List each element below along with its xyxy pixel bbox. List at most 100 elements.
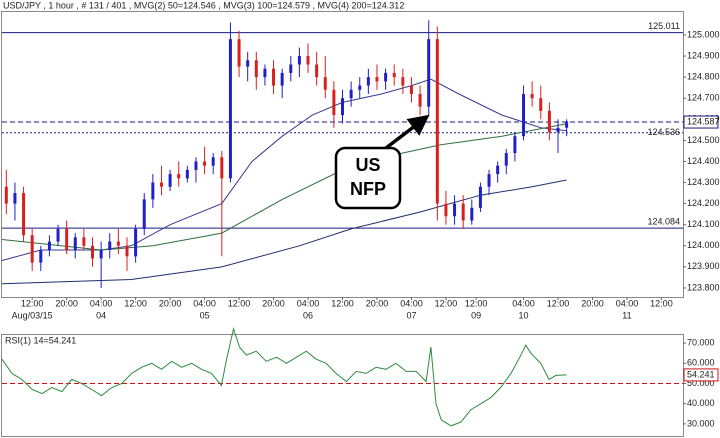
candle-body — [341, 98, 344, 116]
y-tick-label: 124.000 — [687, 240, 720, 250]
candle-body — [539, 98, 543, 111]
date-label: 07 — [406, 310, 416, 320]
date-label: 10 — [519, 310, 529, 320]
candle-body — [73, 237, 77, 250]
y-tick-label: 60.000 — [687, 358, 715, 368]
annotation-box — [334, 146, 402, 210]
last-value-label: 54.241 — [687, 369, 715, 379]
candle-body — [409, 85, 413, 95]
date-label: 06 — [303, 310, 313, 320]
y-tick-label: 124.400 — [687, 156, 720, 166]
rsi-line — [1, 327, 567, 427]
x-tick-label: 04:00 — [90, 298, 113, 308]
date-label: 11 — [622, 310, 631, 320]
candle-body — [177, 174, 181, 179]
x-tick-label: 12:00 — [465, 298, 488, 308]
last-value-box — [683, 368, 719, 382]
candle-body — [246, 60, 250, 67]
x-tick-label: 20:00 — [366, 298, 389, 308]
y-tick-label: 123.800 — [687, 282, 720, 292]
candle-body — [125, 245, 129, 257]
x-tick-label: 12:00 — [21, 298, 44, 308]
candle-body — [375, 77, 379, 82]
y-tick-label: 123.900 — [687, 261, 720, 271]
annotation: US NFP — [334, 114, 430, 210]
last-price-label: 124.587 — [687, 116, 720, 126]
y-tick-label: 125.000 — [687, 29, 720, 39]
x-tick-label: 20:00 — [581, 298, 604, 308]
annotation-text: US — [355, 155, 380, 175]
candle-body — [99, 249, 103, 259]
x-tick-label: 04:00 — [297, 298, 320, 308]
candle-body — [392, 72, 396, 78]
candle-body — [142, 199, 146, 229]
y-tick-label: 70.000 — [687, 337, 715, 347]
chart-title: USD/JPY , 1 hour , # 131 / 401 , MVG(2) … — [3, 0, 404, 10]
candle-body — [194, 161, 198, 170]
candle-body — [513, 136, 517, 154]
rsi-title: RSI(1) 14=54.241 — [5, 335, 76, 345]
annotation-arrow — [384, 114, 430, 150]
y-tick-label: 124.300 — [687, 177, 720, 187]
candle-body — [228, 39, 232, 179]
candle-body — [39, 249, 43, 263]
candle-body — [108, 241, 112, 250]
candle-body — [358, 85, 362, 90]
candle-body — [366, 77, 370, 86]
candle-body — [435, 39, 439, 204]
candle-body — [556, 127, 560, 132]
x-tick-label: 04:00 — [400, 298, 423, 308]
last-price-box — [683, 115, 719, 129]
candle-body — [4, 186, 8, 204]
candle-body — [47, 241, 51, 250]
candle-body — [306, 56, 310, 65]
candle-body — [487, 174, 491, 187]
candle-body — [478, 186, 482, 208]
y-tick-label: 30.000 — [687, 418, 715, 428]
y-tick-label: 50.000 — [687, 378, 715, 388]
candle-body — [418, 94, 422, 107]
x-tick-label: 04:00 — [512, 298, 535, 308]
x-tick-label: 04:00 — [616, 298, 639, 308]
candle-body — [496, 165, 500, 175]
candle-body — [401, 77, 405, 86]
level-label: 124.084 — [647, 216, 680, 226]
candle-body — [332, 89, 336, 116]
candle-body — [82, 237, 86, 246]
rsi-frame — [1, 334, 684, 437]
y-tick-label: 124.700 — [687, 93, 720, 103]
candle-body — [237, 39, 241, 67]
candle-body — [289, 64, 293, 73]
x-tick-label: 04:00 — [193, 298, 216, 308]
candle-body — [13, 193, 17, 204]
x-tick-label: 20:00 — [159, 298, 182, 308]
candle-body — [151, 182, 155, 200]
candle-body — [453, 203, 457, 217]
x-tick-label: 12:00 — [228, 298, 251, 308]
candle-body — [211, 157, 215, 166]
candle-body — [91, 245, 95, 259]
candle-body — [272, 68, 276, 86]
candle-body — [323, 77, 327, 90]
x-tick-label: 20:00 — [262, 298, 285, 308]
date-label: Aug/03/15 — [12, 310, 53, 320]
y-tick-label: 124.800 — [687, 72, 720, 82]
candle-body — [159, 182, 163, 187]
candle-body — [134, 228, 138, 257]
y-tick-label: 124.100 — [687, 219, 720, 229]
candle-body — [220, 157, 224, 179]
candle-body — [22, 193, 26, 236]
candle-body — [504, 153, 508, 166]
x-tick-label: 12:00 — [331, 298, 354, 308]
candle-body — [203, 161, 207, 166]
date-label: 04 — [96, 310, 106, 320]
candle-body — [56, 228, 60, 242]
candle-body — [315, 64, 319, 78]
candle-body — [547, 110, 551, 132]
candle-body — [116, 241, 120, 246]
candle-body — [263, 68, 267, 78]
candle-body — [461, 203, 465, 221]
date-label: 09 — [471, 310, 481, 320]
